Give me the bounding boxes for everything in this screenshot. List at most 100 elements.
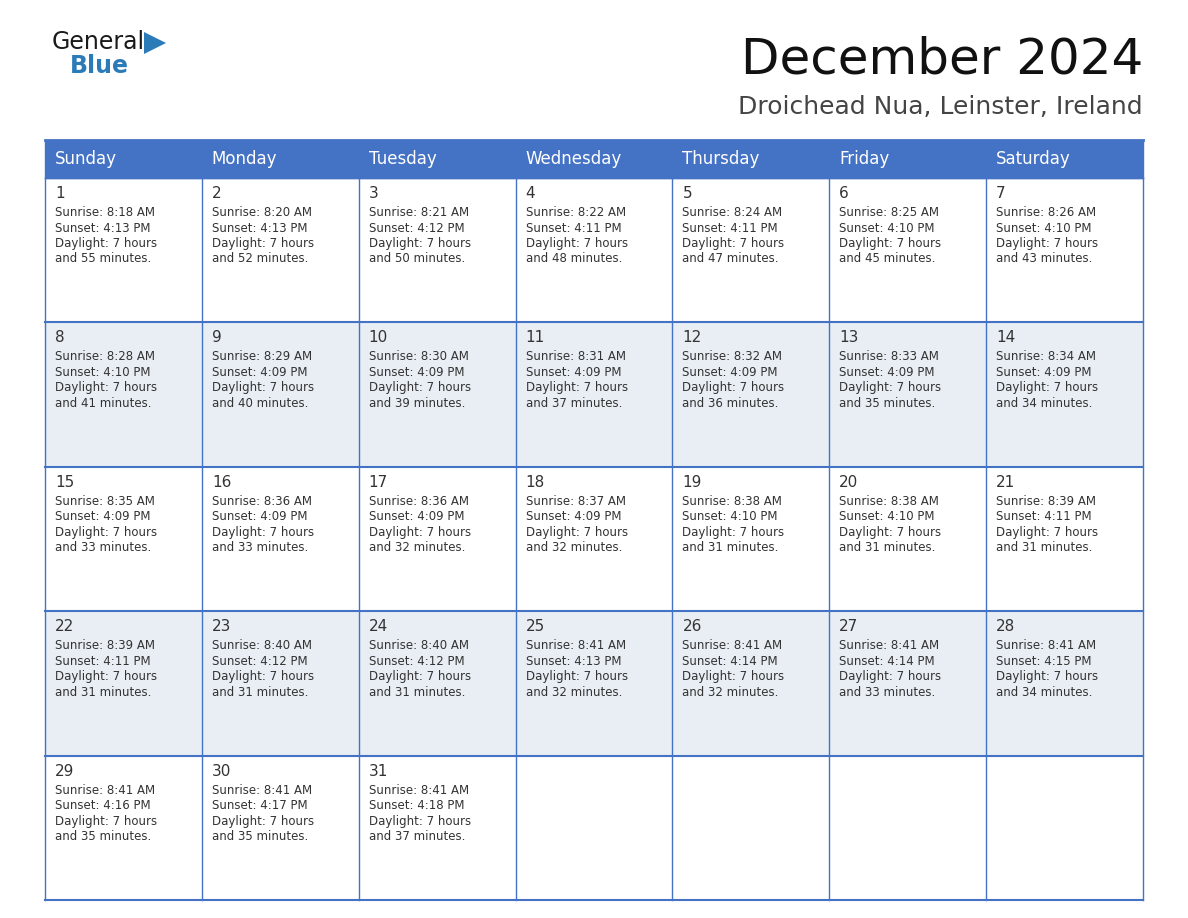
Text: Sunrise: 8:33 AM: Sunrise: 8:33 AM xyxy=(839,351,940,364)
Text: and 48 minutes.: and 48 minutes. xyxy=(525,252,623,265)
Text: Sunrise: 8:24 AM: Sunrise: 8:24 AM xyxy=(682,206,783,219)
Text: Sunset: 4:10 PM: Sunset: 4:10 PM xyxy=(839,510,935,523)
Text: Sunrise: 8:35 AM: Sunrise: 8:35 AM xyxy=(55,495,154,508)
Text: Daylight: 7 hours: Daylight: 7 hours xyxy=(839,237,941,250)
Text: Droichead Nua, Leinster, Ireland: Droichead Nua, Leinster, Ireland xyxy=(739,95,1143,119)
Text: Daylight: 7 hours: Daylight: 7 hours xyxy=(211,526,314,539)
Text: Sunrise: 8:41 AM: Sunrise: 8:41 AM xyxy=(682,639,783,652)
Text: Sunset: 4:11 PM: Sunset: 4:11 PM xyxy=(525,221,621,234)
Bar xyxy=(45,756,1143,900)
Text: Sunset: 4:09 PM: Sunset: 4:09 PM xyxy=(211,510,308,523)
Text: Blue: Blue xyxy=(70,54,129,78)
Text: and 35 minutes.: and 35 minutes. xyxy=(211,830,308,843)
Text: Sunset: 4:09 PM: Sunset: 4:09 PM xyxy=(55,510,151,523)
Text: and 32 minutes.: and 32 minutes. xyxy=(525,686,623,699)
Text: Sunrise: 8:37 AM: Sunrise: 8:37 AM xyxy=(525,495,626,508)
Text: Sunset: 4:13 PM: Sunset: 4:13 PM xyxy=(55,221,151,234)
Text: Daylight: 7 hours: Daylight: 7 hours xyxy=(997,381,1098,395)
Text: 4: 4 xyxy=(525,186,536,201)
Text: Sunset: 4:13 PM: Sunset: 4:13 PM xyxy=(211,221,308,234)
Text: and 32 minutes.: and 32 minutes. xyxy=(682,686,779,699)
Bar xyxy=(45,178,1143,322)
Text: Daylight: 7 hours: Daylight: 7 hours xyxy=(839,526,941,539)
Text: Daylight: 7 hours: Daylight: 7 hours xyxy=(211,670,314,683)
Text: Sunrise: 8:38 AM: Sunrise: 8:38 AM xyxy=(682,495,783,508)
Text: and 36 minutes.: and 36 minutes. xyxy=(682,397,779,410)
Text: Daylight: 7 hours: Daylight: 7 hours xyxy=(525,670,627,683)
Text: and 37 minutes.: and 37 minutes. xyxy=(368,830,465,843)
Text: Sunrise: 8:21 AM: Sunrise: 8:21 AM xyxy=(368,206,469,219)
Text: 30: 30 xyxy=(211,764,232,778)
Text: Saturday: Saturday xyxy=(997,150,1070,168)
Text: 26: 26 xyxy=(682,620,702,634)
Text: Daylight: 7 hours: Daylight: 7 hours xyxy=(55,670,157,683)
Text: Sunset: 4:09 PM: Sunset: 4:09 PM xyxy=(997,366,1092,379)
Text: Sunrise: 8:41 AM: Sunrise: 8:41 AM xyxy=(997,639,1097,652)
Text: 24: 24 xyxy=(368,620,388,634)
Text: Sunset: 4:09 PM: Sunset: 4:09 PM xyxy=(368,366,465,379)
Text: Sunrise: 8:36 AM: Sunrise: 8:36 AM xyxy=(368,495,469,508)
Text: Sunrise: 8:30 AM: Sunrise: 8:30 AM xyxy=(368,351,468,364)
Text: 7: 7 xyxy=(997,186,1006,201)
Text: and 31 minutes.: and 31 minutes. xyxy=(839,542,936,554)
Text: General: General xyxy=(52,30,145,54)
Text: Daylight: 7 hours: Daylight: 7 hours xyxy=(682,237,784,250)
Text: Daylight: 7 hours: Daylight: 7 hours xyxy=(55,237,157,250)
Text: Sunrise: 8:22 AM: Sunrise: 8:22 AM xyxy=(525,206,626,219)
Text: Daylight: 7 hours: Daylight: 7 hours xyxy=(368,814,470,828)
Text: Daylight: 7 hours: Daylight: 7 hours xyxy=(368,670,470,683)
Text: Sunrise: 8:41 AM: Sunrise: 8:41 AM xyxy=(839,639,940,652)
Text: Sunrise: 8:25 AM: Sunrise: 8:25 AM xyxy=(839,206,940,219)
Text: and 37 minutes.: and 37 minutes. xyxy=(525,397,623,410)
Text: 25: 25 xyxy=(525,620,545,634)
Text: and 31 minutes.: and 31 minutes. xyxy=(368,686,465,699)
Text: 8: 8 xyxy=(55,330,64,345)
Text: 20: 20 xyxy=(839,475,859,490)
Text: Sunrise: 8:28 AM: Sunrise: 8:28 AM xyxy=(55,351,154,364)
Text: 13: 13 xyxy=(839,330,859,345)
Text: 11: 11 xyxy=(525,330,545,345)
Text: Sunset: 4:10 PM: Sunset: 4:10 PM xyxy=(839,221,935,234)
Text: Sunrise: 8:39 AM: Sunrise: 8:39 AM xyxy=(997,495,1097,508)
Text: 5: 5 xyxy=(682,186,693,201)
Text: and 32 minutes.: and 32 minutes. xyxy=(368,542,465,554)
Text: Sunset: 4:12 PM: Sunset: 4:12 PM xyxy=(368,221,465,234)
Text: Daylight: 7 hours: Daylight: 7 hours xyxy=(368,381,470,395)
Text: Tuesday: Tuesday xyxy=(368,150,436,168)
Text: Sunset: 4:16 PM: Sunset: 4:16 PM xyxy=(55,799,151,812)
Text: Sunset: 4:12 PM: Sunset: 4:12 PM xyxy=(211,655,308,667)
Bar xyxy=(45,466,1143,611)
Text: Sunrise: 8:26 AM: Sunrise: 8:26 AM xyxy=(997,206,1097,219)
Text: Sunset: 4:10 PM: Sunset: 4:10 PM xyxy=(55,366,151,379)
Text: Sunrise: 8:38 AM: Sunrise: 8:38 AM xyxy=(839,495,940,508)
Text: 3: 3 xyxy=(368,186,379,201)
Text: Sunset: 4:18 PM: Sunset: 4:18 PM xyxy=(368,799,465,812)
Text: Sunset: 4:12 PM: Sunset: 4:12 PM xyxy=(368,655,465,667)
Text: Sunset: 4:09 PM: Sunset: 4:09 PM xyxy=(839,366,935,379)
Text: and 40 minutes.: and 40 minutes. xyxy=(211,397,308,410)
Text: Sunrise: 8:31 AM: Sunrise: 8:31 AM xyxy=(525,351,626,364)
Text: Sunrise: 8:41 AM: Sunrise: 8:41 AM xyxy=(368,784,469,797)
Text: Thursday: Thursday xyxy=(682,150,760,168)
Text: 18: 18 xyxy=(525,475,545,490)
Text: and 34 minutes.: and 34 minutes. xyxy=(997,397,1093,410)
Text: Daylight: 7 hours: Daylight: 7 hours xyxy=(525,526,627,539)
Text: and 33 minutes.: and 33 minutes. xyxy=(839,686,935,699)
Text: 31: 31 xyxy=(368,764,388,778)
Text: Sunrise: 8:29 AM: Sunrise: 8:29 AM xyxy=(211,351,312,364)
Text: 21: 21 xyxy=(997,475,1016,490)
Text: Daylight: 7 hours: Daylight: 7 hours xyxy=(525,237,627,250)
Text: Sunday: Sunday xyxy=(55,150,116,168)
Text: Daylight: 7 hours: Daylight: 7 hours xyxy=(682,670,784,683)
Text: and 35 minutes.: and 35 minutes. xyxy=(55,830,151,843)
Text: Daylight: 7 hours: Daylight: 7 hours xyxy=(55,814,157,828)
Text: Daylight: 7 hours: Daylight: 7 hours xyxy=(682,381,784,395)
Text: Daylight: 7 hours: Daylight: 7 hours xyxy=(55,381,157,395)
Polygon shape xyxy=(144,32,166,54)
Text: Daylight: 7 hours: Daylight: 7 hours xyxy=(997,526,1098,539)
Text: Sunrise: 8:41 AM: Sunrise: 8:41 AM xyxy=(211,784,312,797)
Text: 15: 15 xyxy=(55,475,74,490)
Text: and 43 minutes.: and 43 minutes. xyxy=(997,252,1093,265)
Text: and 47 minutes.: and 47 minutes. xyxy=(682,252,779,265)
Text: Sunset: 4:11 PM: Sunset: 4:11 PM xyxy=(55,655,151,667)
